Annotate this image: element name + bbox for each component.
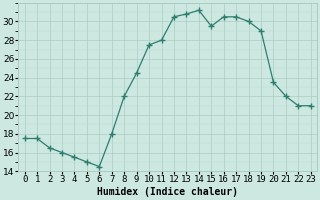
X-axis label: Humidex (Indice chaleur): Humidex (Indice chaleur) — [97, 187, 238, 197]
